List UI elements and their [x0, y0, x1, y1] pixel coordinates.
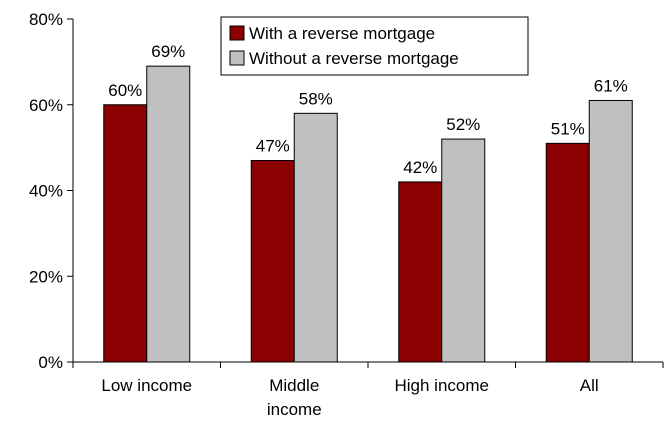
legend: With a reverse mortgage Without a reverse… — [220, 16, 529, 76]
x-category-label: Low income — [101, 376, 192, 395]
axes: 0% 20% 40% 60% 80% Low income Middle income High… — [29, 10, 664, 419]
bar-without-reverse-mortgage — [441, 138, 486, 363]
x-category-label: Middle income — [267, 376, 322, 419]
y-tick-label: 60% — [29, 96, 63, 115]
legend-label: With a reverse mortgage — [249, 24, 435, 43]
legend-swatch — [229, 25, 245, 41]
bar-data-label: 52% — [446, 115, 480, 134]
bar-data-label: 69% — [151, 42, 185, 61]
bar-data-label: 47% — [256, 136, 290, 155]
bar-with-reverse-mortgage — [545, 142, 590, 363]
data-labels: 60% 47% 42% 51% 69% 58% 52% 61% — [108, 42, 628, 177]
legend-label: Without a reverse mortgage — [249, 49, 459, 68]
legend-swatch — [229, 50, 245, 66]
legend-box — [220, 16, 529, 76]
y-tick-label: 40% — [29, 182, 63, 201]
bar-data-label: 61% — [594, 76, 628, 95]
bar-with-reverse-mortgage — [250, 159, 295, 363]
bar-data-label: 51% — [551, 119, 585, 138]
bar-without-reverse-mortgage — [293, 112, 338, 363]
bar-without-reverse-mortgage — [146, 65, 191, 363]
bars — [103, 65, 633, 363]
bar-data-label: 42% — [403, 158, 437, 177]
bar-data-label: 58% — [299, 89, 333, 108]
y-tick-label: 20% — [29, 267, 63, 286]
x-category-label: High income — [395, 376, 490, 395]
y-tick-label: 0% — [38, 353, 63, 372]
y-tick-label: 80% — [29, 10, 63, 29]
bar-with-reverse-mortgage — [103, 104, 148, 363]
x-category-label: All — [580, 376, 599, 395]
bar-data-label: 60% — [108, 81, 142, 100]
bar-with-reverse-mortgage — [398, 181, 443, 363]
bar-without-reverse-mortgage — [588, 99, 633, 363]
